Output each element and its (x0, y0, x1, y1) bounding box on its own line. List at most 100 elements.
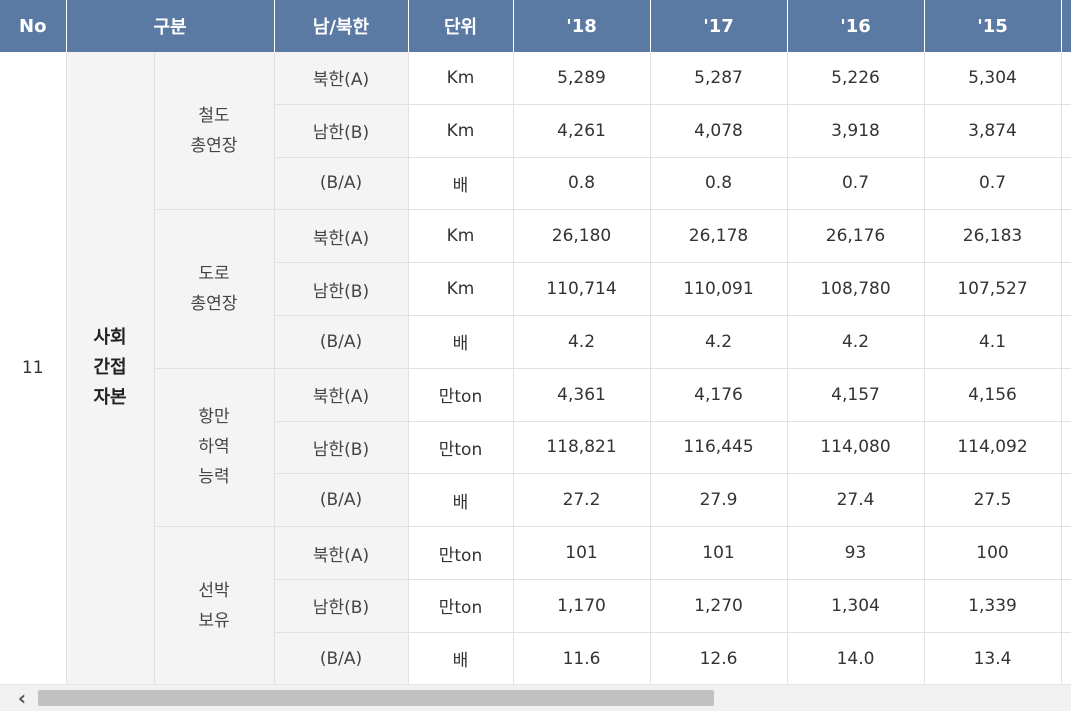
overflow-cell (1061, 262, 1071, 316)
table-row: 도로 총연장 북한(A) Km 26,180 26,178 26,176 26,183 (0, 209, 1071, 369)
value-cell: 101 (650, 526, 788, 580)
major-category-line: 간접 (93, 357, 127, 379)
value-cell: 4.2 (787, 315, 925, 369)
row-number: 11 (0, 52, 67, 684)
unit-cell: 배 (408, 157, 514, 211)
value-cell: 1,304 (787, 579, 925, 633)
table-row: 11 사회 간접 자본 철도 총연장 북한(A) Km 5,289 5,287 5,226 5,304 (0, 52, 1071, 684)
value-cell: 4.1 (924, 315, 1062, 369)
value-cell: 1,170 (513, 579, 651, 633)
value-cell: 14.0 (787, 632, 925, 684)
overflow-cell (1061, 209, 1071, 264)
sub-category-line: 항만 (198, 407, 230, 428)
overflow-cell (1061, 52, 1071, 105)
value-cell: 27.4 (787, 473, 925, 528)
header-row: No 구분 남/북한 단위 '18 '17 '16 '15 (0, 0, 1071, 52)
overflow-cell (1061, 421, 1071, 475)
table-row: (B/A) 배 11.6 12.6 14.0 13.4 (0, 632, 1071, 684)
value-cell: 4,261 (513, 104, 651, 158)
value-cell: 114,092 (924, 421, 1062, 475)
value-cell: 27.2 (513, 473, 651, 528)
major-category-line: 자본 (93, 387, 127, 409)
value-cell: 11.6 (513, 632, 651, 684)
value-cell: 110,091 (650, 262, 788, 316)
value-cell: 4,078 (650, 104, 788, 158)
side-cell: 북한(A) (274, 52, 409, 105)
side-cell: 북한(A) (274, 368, 409, 422)
header-side: 남/북한 (274, 0, 409, 52)
table-row: 선박 보유 북한(A) 만ton 101 101 93 100 (0, 526, 1071, 684)
unit-cell: 만ton (408, 368, 514, 422)
value-cell: 26,178 (650, 209, 788, 264)
value-cell: 4,361 (513, 368, 651, 422)
value-cell: 107,527 (924, 262, 1062, 316)
side-cell: 북한(A) (274, 209, 409, 264)
sub-category-line: 총연장 (190, 135, 238, 156)
overflow-cell (1061, 368, 1071, 422)
header-year: '16 (787, 0, 925, 52)
value-cell: 1,339 (924, 579, 1062, 633)
value-cell: 100 (924, 526, 1062, 580)
value-cell: 5,287 (650, 52, 788, 105)
table-row: 남한(B) 만ton 118,821 116,445 114,080 114,092 (0, 421, 1071, 475)
overflow-cell (1061, 104, 1071, 158)
value-cell: 108,780 (787, 262, 925, 316)
chevron-left-icon[interactable]: ‹ (17, 686, 27, 710)
unit-cell: 배 (408, 315, 514, 369)
overflow-cell (1061, 526, 1071, 580)
unit-cell: 배 (408, 632, 514, 684)
header-no: No (0, 0, 67, 52)
header-year: '15 (924, 0, 1062, 52)
value-cell: 5,289 (513, 52, 651, 105)
sub-category-line: 능력 (198, 467, 230, 488)
side-cell: (B/A) (274, 315, 409, 369)
value-cell: 110,714 (513, 262, 651, 316)
overflow-cell (1061, 473, 1071, 528)
sub-category: 항만 하역 능력 (154, 368, 275, 528)
unit-cell: 만ton (408, 526, 514, 580)
horizontal-scrollbar[interactable]: ‹ (0, 684, 1071, 711)
table-row: (B/A) 배 4.2 4.2 4.2 4.1 (0, 315, 1071, 369)
value-cell: 4,157 (787, 368, 925, 422)
value-cell: 4,176 (650, 368, 788, 422)
table-row: (B/A) 배 27.2 27.9 27.4 27.5 (0, 473, 1071, 528)
sub-category-line: 도로 (198, 264, 230, 285)
overflow-cell (1061, 157, 1071, 211)
side-cell: 남한(B) (274, 421, 409, 475)
unit-cell: 배 (408, 473, 514, 528)
side-cell: 북한(A) (274, 526, 409, 580)
overflow-cell (1061, 579, 1071, 633)
value-cell: 3,918 (787, 104, 925, 158)
header-category: 구분 (66, 0, 275, 52)
unit-cell: 만ton (408, 579, 514, 633)
value-cell: 93 (787, 526, 925, 580)
unit-cell: Km (408, 209, 514, 264)
value-cell: 4.2 (650, 315, 788, 369)
value-cell: 0.8 (513, 157, 651, 211)
sub-category-line: 철도 (198, 105, 230, 126)
table-row: 남한(B) Km 4,261 4,078 3,918 3,874 (0, 104, 1071, 158)
header-overflow (1061, 0, 1071, 52)
value-cell: 116,445 (650, 421, 788, 475)
value-cell: 5,304 (924, 52, 1062, 105)
side-cell: (B/A) (274, 632, 409, 684)
sub-category-line: 보유 (198, 610, 230, 631)
major-category-line: 사회 (93, 327, 127, 349)
sub-category-line: 총연장 (190, 294, 238, 315)
value-cell: 3,874 (924, 104, 1062, 158)
unit-cell: Km (408, 262, 514, 316)
value-cell: 27.5 (924, 473, 1062, 528)
value-cell: 1,270 (650, 579, 788, 633)
value-cell: 114,080 (787, 421, 925, 475)
unit-cell: Km (408, 52, 514, 105)
value-cell: 12.6 (650, 632, 788, 684)
value-cell: 26,180 (513, 209, 651, 264)
side-cell: 남한(B) (274, 104, 409, 158)
value-cell: 101 (513, 526, 651, 580)
value-cell: 27.9 (650, 473, 788, 528)
scrollbar-thumb[interactable] (38, 690, 714, 706)
